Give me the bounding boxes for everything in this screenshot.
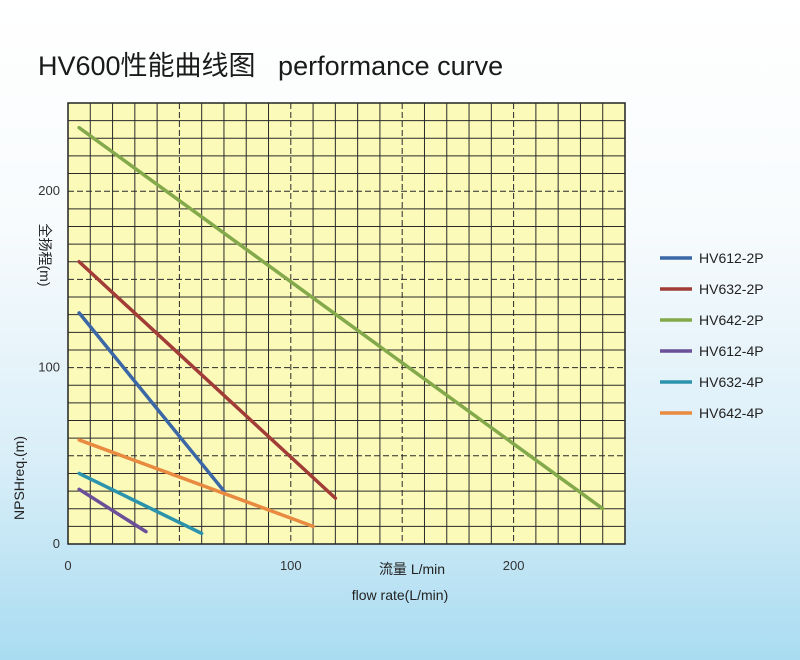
y-axis-label-cn: 全扬程(m) [37, 224, 53, 287]
x-tick-label: 100 [280, 558, 302, 573]
axis-ticks: 0 100 200 0 100 200 [38, 183, 524, 573]
legend-label: HV642-2P [699, 312, 764, 328]
series-lines [77, 125, 605, 536]
legend-label: HV612-2P [699, 250, 764, 266]
x-axis-label-en: flow rate(L/min) [352, 587, 448, 603]
series-line-hv632-2p [77, 260, 338, 500]
y-axis-label-en: NPSHreq.(m) [11, 436, 27, 520]
legend-label: HV632-2P [699, 281, 764, 297]
chart-title: HV600性能曲线图 performance curve [38, 51, 504, 81]
series-line-hv632-4p [77, 471, 204, 536]
y-tick-label: 0 [53, 536, 60, 551]
series-line-hv642-4p [77, 438, 315, 529]
x-tick-label: 200 [503, 558, 525, 573]
x-axis-label-cn: 流量 L/min [379, 561, 445, 577]
grid [68, 103, 625, 544]
series-line-hv612-4p [77, 487, 148, 534]
series-line-hv612-2p [77, 311, 226, 493]
y-tick-label: 100 [38, 360, 60, 375]
y-tick-label: 200 [38, 183, 60, 198]
legend-label: HV642-4P [699, 405, 764, 421]
legend: HV612-2P HV632-2P HV642-2P HV612-4P HV632-4P… [660, 250, 764, 421]
legend-label: HV612-4P [699, 343, 764, 359]
x-tick-label: 0 [64, 558, 71, 573]
legend-label: HV632-4P [699, 374, 764, 390]
series-line-hv642-2p [77, 125, 605, 511]
